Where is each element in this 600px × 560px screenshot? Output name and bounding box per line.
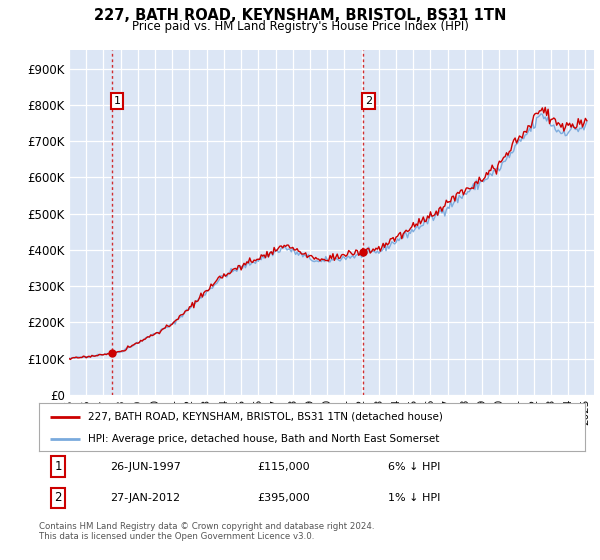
Text: Price paid vs. HM Land Registry's House Price Index (HPI): Price paid vs. HM Land Registry's House … xyxy=(131,20,469,34)
Text: 2: 2 xyxy=(55,491,62,504)
Text: 27-JAN-2012: 27-JAN-2012 xyxy=(110,493,180,503)
Text: 2: 2 xyxy=(365,96,372,106)
Text: HPI: Average price, detached house, Bath and North East Somerset: HPI: Average price, detached house, Bath… xyxy=(88,434,440,444)
Text: 1: 1 xyxy=(113,96,121,106)
Text: 26-JUN-1997: 26-JUN-1997 xyxy=(110,461,181,472)
Text: 1% ↓ HPI: 1% ↓ HPI xyxy=(388,493,441,503)
Text: £115,000: £115,000 xyxy=(257,461,310,472)
Text: 227, BATH ROAD, KEYNSHAM, BRISTOL, BS31 1TN (detached house): 227, BATH ROAD, KEYNSHAM, BRISTOL, BS31 … xyxy=(88,412,443,422)
Text: Contains HM Land Registry data © Crown copyright and database right 2024.
This d: Contains HM Land Registry data © Crown c… xyxy=(39,522,374,542)
Text: 1: 1 xyxy=(55,460,62,473)
Text: 6% ↓ HPI: 6% ↓ HPI xyxy=(388,461,441,472)
Text: 227, BATH ROAD, KEYNSHAM, BRISTOL, BS31 1TN: 227, BATH ROAD, KEYNSHAM, BRISTOL, BS31 … xyxy=(94,8,506,23)
Text: £395,000: £395,000 xyxy=(257,493,310,503)
